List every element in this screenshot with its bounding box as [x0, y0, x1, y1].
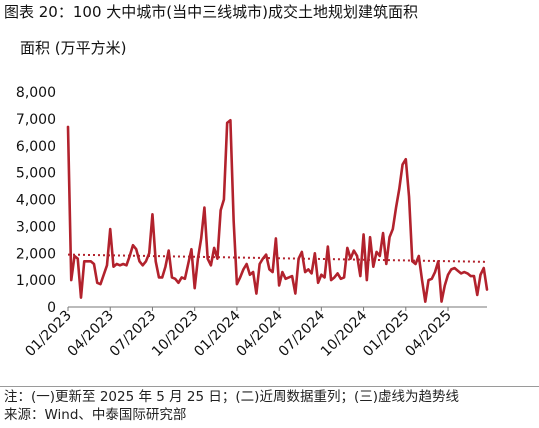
- y-tick-label: 5,000: [16, 166, 56, 182]
- line-chart: 0 1,000 2,000 3,000 4,000 5,000 6,000 7,000 8,00…: [16, 85, 489, 360]
- y-tick-label: 6,000: [16, 139, 56, 155]
- source-note: 来源：Wind、中泰国际研究部: [4, 407, 187, 423]
- x-tick-label: 04/2025: [402, 308, 454, 360]
- y-tick-label: 7,000: [16, 112, 56, 128]
- y-tick-label: 1,000: [16, 273, 56, 289]
- footer-divider: [0, 386, 539, 387]
- chart-title: 图表 20：100 大中城市(当中三线城市)成交土地规划建筑面积: [4, 3, 418, 21]
- footnote: 注：(一)更新至 2025 年 5 月 25 日；(二)近周数据重列；(三)虚线…: [4, 389, 459, 405]
- x-axis: 01/202304/202307/202310/202301/202404/20…: [22, 306, 487, 360]
- y-tick-label: 2,000: [16, 246, 56, 262]
- y-tick-label: 8,000: [16, 85, 56, 101]
- y-axis-unit-label: 面积 (万平方米): [20, 39, 127, 57]
- series-line: [66, 118, 489, 303]
- y-tick-label: 0: [47, 300, 56, 316]
- y-tick-label: 3,000: [16, 219, 56, 235]
- y-tick-label: 4,000: [16, 193, 56, 209]
- y-axis: 0 1,000 2,000 3,000 4,000 5,000 6,000 7,000 8,00…: [16, 85, 56, 316]
